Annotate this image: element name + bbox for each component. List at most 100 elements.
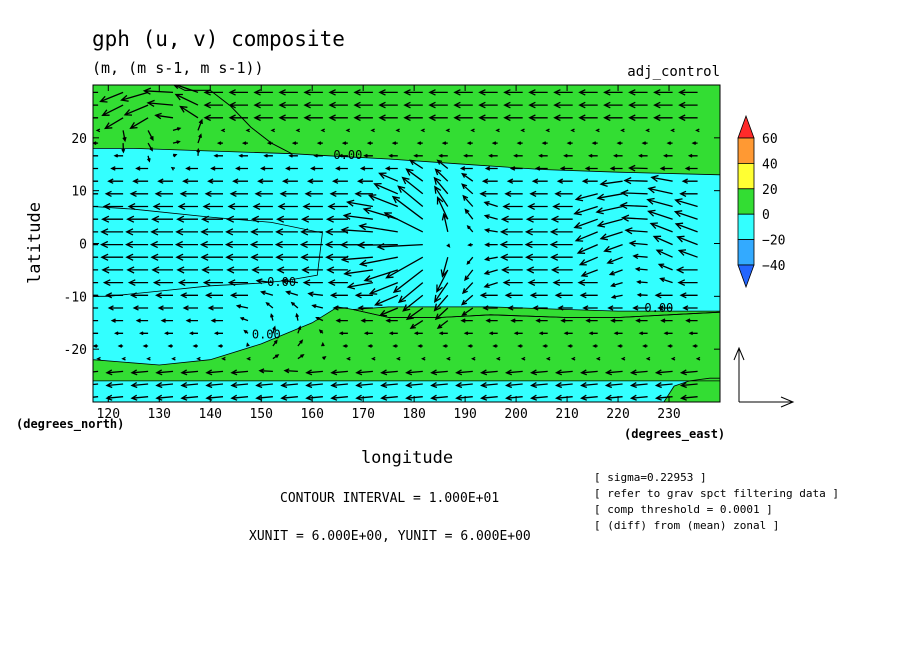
wind-vector-380 [202, 203, 223, 210]
wind-vector-478 [172, 153, 178, 158]
wind-vector-361 [342, 212, 373, 220]
wind-vector-216 [479, 292, 498, 299]
run-label: adj_control [627, 64, 720, 80]
wind-vector-272 [634, 266, 648, 272]
wind-vector-382 [252, 203, 273, 210]
wind-vector-578 [146, 99, 174, 107]
wind-vector-369 [550, 215, 573, 223]
wind-vector-375 [93, 205, 99, 208]
wind-vector-168 [535, 318, 548, 323]
wind-vector-251 [101, 266, 124, 274]
wind-vector-535 [345, 128, 350, 133]
wind-vector-419 [554, 190, 573, 197]
wind-vector-242 [502, 279, 523, 286]
wind-vector-492 [513, 153, 523, 158]
wind-vector-595 [578, 101, 598, 109]
contour-labels: 0.00 0.00 0.00 0.00 [252, 148, 673, 342]
wind-vector-0 [93, 396, 99, 398]
wind-vector-294 [550, 253, 573, 261]
wind-vector-549 [695, 128, 700, 133]
wind-vector-593 [528, 101, 548, 109]
wind-vector-197 [632, 305, 648, 311]
x-tick-label-7: 190 [453, 407, 476, 422]
wind-vector-456 [235, 166, 248, 171]
wind-vector-556 [228, 114, 248, 122]
wind-vector-513 [416, 141, 423, 145]
wind-vector-486 [363, 153, 373, 158]
wind-vector-205 [204, 292, 223, 299]
wind-vector-162 [385, 318, 398, 323]
wind-vector-223 [654, 292, 673, 299]
wind-vector-35 [330, 382, 348, 389]
wind-vector-123 [667, 344, 673, 348]
wind-vector-523 [666, 141, 673, 145]
wind-vector-562 [378, 114, 398, 122]
wind-vector-273 [657, 263, 673, 271]
wind-vector-447 [623, 177, 648, 185]
wind-vector-107 [272, 339, 278, 347]
wind-vector-616 [478, 89, 498, 96]
colorbar-segment-5 [737, 239, 755, 266]
wind-vector-591 [478, 101, 498, 109]
wind-vector-288 [385, 256, 424, 279]
wind-vector-150 [93, 319, 99, 322]
wind-vector-249 [677, 279, 698, 286]
colorbar-label-5: −40 [762, 259, 785, 274]
wind-vector-155 [210, 318, 223, 323]
wind-vector-461 [359, 166, 373, 171]
wind-vector-391 [483, 201, 498, 208]
wind-vector-568 [528, 114, 548, 122]
wind-vector-232 [255, 278, 273, 285]
wind-vector-299 [677, 249, 698, 258]
wind-vector-442 [506, 178, 523, 184]
wind-vector-136 [363, 331, 373, 336]
wind-vector-498 [663, 153, 673, 158]
wind-vector-517 [516, 141, 523, 145]
contour-label-1: 0.00 [267, 275, 296, 289]
wind-vector-215 [460, 294, 474, 306]
wind-vector-165 [460, 318, 473, 323]
wind-vector-541 [495, 128, 500, 133]
wind-vector-38 [405, 382, 423, 389]
wind-vector-554 [179, 105, 199, 119]
wind-vector-167 [510, 318, 523, 323]
wind-vector-115 [467, 344, 473, 348]
wind-vector-557 [253, 114, 273, 122]
wind-vector-175 [93, 307, 99, 309]
colorbar-label-4: −20 [762, 234, 785, 249]
wind-vector-161 [360, 318, 373, 323]
wind-vector-157 [270, 313, 274, 321]
wind-vector-429 [182, 178, 198, 184]
wind-vector-100 [93, 344, 99, 348]
wind-vector-96 [620, 356, 626, 361]
wind-vector-296 [606, 256, 623, 265]
wind-vector-97 [645, 356, 651, 361]
wind-vector-383 [277, 203, 298, 210]
wind-vector-177 [132, 305, 149, 311]
wind-vector-111 [367, 344, 373, 348]
wind-vector-158 [295, 312, 300, 321]
wind-vector-433 [281, 178, 298, 184]
wind-vector-354 [176, 215, 198, 223]
wind-vector-151 [110, 318, 124, 323]
info-line-4: [ (diff) from (mean) zonal ] [594, 519, 779, 532]
wind-vector-431 [232, 178, 248, 184]
wind-vector-68 [530, 369, 548, 376]
wind-vector-381 [227, 203, 248, 210]
wind-vector-88 [421, 356, 426, 361]
wind-vector-514 [441, 141, 448, 145]
wind-vector-255 [201, 266, 223, 274]
wind-vector-518 [541, 141, 548, 145]
wind-vector-174 [685, 318, 698, 323]
wind-vector-131 [243, 329, 249, 334]
wind-vector-83 [297, 354, 305, 360]
wind-vector-350 [93, 218, 99, 220]
wind-vector-259 [301, 266, 323, 274]
wind-vector-525 [95, 128, 101, 133]
wind-vector-399 [674, 198, 698, 208]
wind-vector-42 [505, 382, 523, 389]
wind-vector-373 [647, 209, 673, 220]
wind-vector-271 [608, 269, 623, 276]
wind-vector-61 [355, 369, 373, 376]
wind-vector-144 [563, 331, 573, 336]
